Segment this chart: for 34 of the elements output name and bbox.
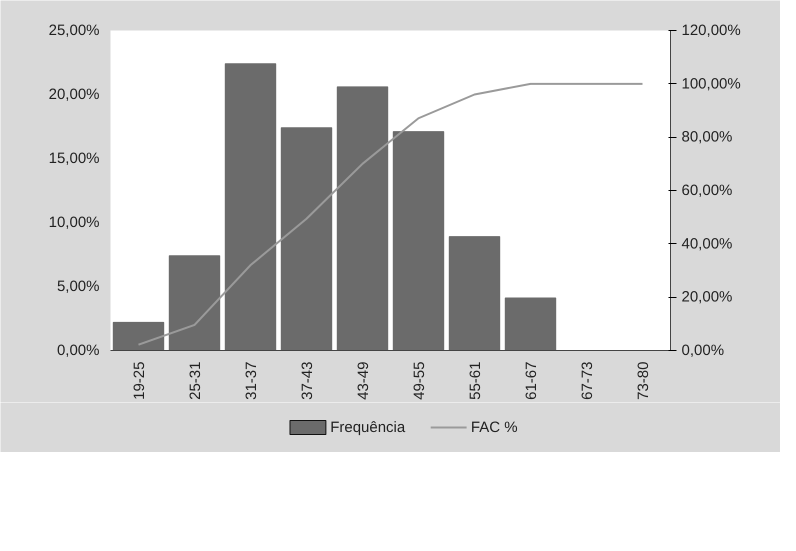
bar [336, 86, 388, 350]
bar [448, 236, 500, 350]
x-tick-label: 49-55 [411, 361, 428, 400]
y-tick-label: 25,00% [48, 22, 100, 39]
y2-tick-label: 60,00% [682, 182, 732, 199]
y2-tick-label: 80,00% [682, 128, 732, 146]
x-tick-label: 55-61 [467, 361, 484, 400]
y-tick-label: 15,00% [48, 150, 100, 167]
bar [280, 127, 332, 350]
y-tick-label: 5,00% [56, 278, 100, 295]
bar [392, 131, 444, 350]
bar [224, 63, 276, 350]
x-tick-label: 61-67 [523, 361, 540, 400]
bar [112, 322, 164, 350]
x-tick-label: 25-31 [187, 361, 204, 400]
bar [504, 298, 556, 350]
line-series [138, 82, 644, 346]
y2-tick-label: 100,00% [682, 75, 741, 92]
y-tick-label: 0,00% [56, 342, 100, 359]
x-tick-label: 19-25 [131, 361, 148, 400]
x-tick-label: 43-49 [355, 361, 372, 400]
y2-tick-label: 40,00% [682, 235, 732, 252]
y2-tick-label: 20,00% [682, 288, 732, 306]
y-tick-label: 10,00% [48, 214, 100, 231]
x-tick-label: 31-37 [243, 361, 260, 400]
y-tick-label: 20,00% [48, 86, 100, 103]
y2-tick-label: 120,00% [682, 22, 741, 39]
x-tick-label: 37-43 [299, 361, 316, 400]
legend-label: FAC % [470, 419, 518, 436]
y2-tick-label: 0,00% [682, 342, 724, 359]
x-tick-label: 67-73 [579, 361, 596, 400]
legend-label: Frequência [330, 419, 406, 436]
x-tick-label: 73-80 [635, 361, 652, 400]
bar [168, 255, 220, 350]
